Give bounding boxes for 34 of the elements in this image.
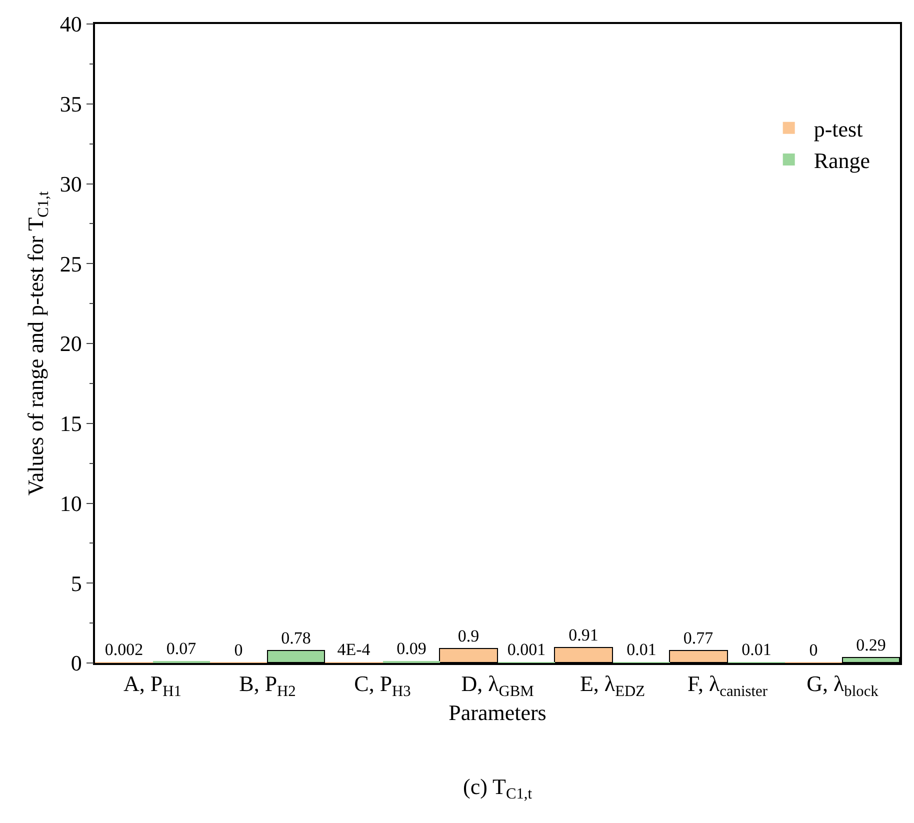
legend-label: p-test — [814, 116, 863, 142]
y-tick-label: 10 — [60, 490, 82, 516]
x-tick-label: G, λ$_{block}$ — [806, 671, 879, 700]
data-label: 0.002 — [104, 640, 144, 659]
data-label: 4E-4 — [337, 640, 371, 659]
legend-label: Range — [814, 148, 870, 174]
x-tick-label: D, λ$_{GBM}$ — [461, 671, 534, 700]
y-tick-label: 5 — [70, 570, 82, 596]
y-tick-label: 0 — [70, 650, 82, 676]
data-label: 0.77 — [683, 628, 714, 648]
y-tick-label: 30 — [60, 171, 82, 196]
data-label: 0.9 — [458, 626, 480, 646]
x-tick-label: B, P$_{H2}$ — [239, 671, 296, 700]
data-label: 0.07 — [166, 639, 197, 658]
data-label: 0.29 — [856, 636, 886, 654]
y-tick-label: 20 — [60, 331, 82, 356]
y-tick-label: 15 — [60, 411, 82, 436]
data-label: 0.01 — [742, 640, 772, 659]
x-axis-title: Parameters — [448, 700, 546, 725]
data-label: 0.91 — [568, 626, 598, 644]
y-tick-label: 35 — [60, 92, 82, 117]
text: (c) T$_{C1,t}$ — [463, 774, 533, 803]
data-label: 0 — [809, 640, 818, 660]
data-label: 0 — [234, 640, 243, 660]
data-label: 0.78 — [281, 628, 311, 648]
data-label: 0.09 — [396, 639, 426, 658]
data-label: 0.01 — [626, 640, 656, 659]
y-tick-label: 40 — [60, 12, 82, 37]
x-tick-label: C, P$_{H3}$ — [354, 671, 412, 700]
y-tick-label: 25 — [60, 251, 82, 276]
x-tick-label: A, P$_{H1}$ — [124, 671, 182, 700]
data-label: 0.001 — [507, 640, 546, 659]
x-tick-label: F, λ$_{canister}$ — [688, 671, 768, 700]
x-tick-label: E, λ$_{EDZ}$ — [580, 671, 646, 700]
